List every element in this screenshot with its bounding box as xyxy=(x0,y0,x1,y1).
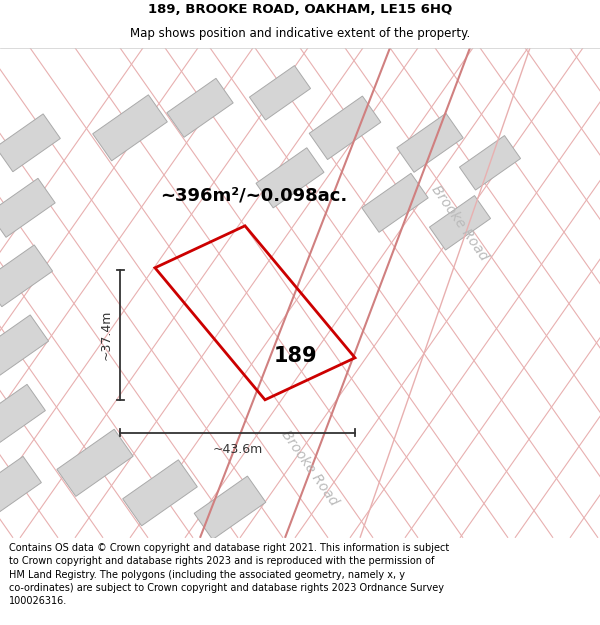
Polygon shape xyxy=(0,456,41,519)
Text: Contains OS data © Crown copyright and database right 2021. This information is : Contains OS data © Crown copyright and d… xyxy=(9,543,449,606)
Polygon shape xyxy=(250,66,311,120)
Polygon shape xyxy=(309,96,381,159)
Text: 189: 189 xyxy=(273,346,317,366)
Polygon shape xyxy=(92,95,167,161)
Polygon shape xyxy=(256,148,324,208)
Polygon shape xyxy=(194,476,266,539)
Polygon shape xyxy=(430,196,491,250)
Polygon shape xyxy=(122,460,197,526)
Polygon shape xyxy=(0,384,46,448)
Text: Brooke Road: Brooke Road xyxy=(429,182,491,263)
Text: ~43.6m: ~43.6m xyxy=(212,443,263,456)
Polygon shape xyxy=(0,315,49,377)
Polygon shape xyxy=(0,114,61,172)
Polygon shape xyxy=(57,429,133,496)
Polygon shape xyxy=(362,173,428,232)
Text: 189, BROOKE ROAD, OAKHAM, LE15 6HQ: 189, BROOKE ROAD, OAKHAM, LE15 6HQ xyxy=(148,3,452,16)
Polygon shape xyxy=(0,245,53,307)
Polygon shape xyxy=(460,136,521,190)
Text: ~37.4m: ~37.4m xyxy=(100,309,113,360)
Polygon shape xyxy=(0,178,55,238)
Text: Brooke Road: Brooke Road xyxy=(279,428,341,508)
Text: Map shows position and indicative extent of the property.: Map shows position and indicative extent… xyxy=(130,28,470,40)
Polygon shape xyxy=(167,78,233,138)
Text: ~396m²/~0.098ac.: ~396m²/~0.098ac. xyxy=(160,187,347,205)
Polygon shape xyxy=(397,113,463,173)
